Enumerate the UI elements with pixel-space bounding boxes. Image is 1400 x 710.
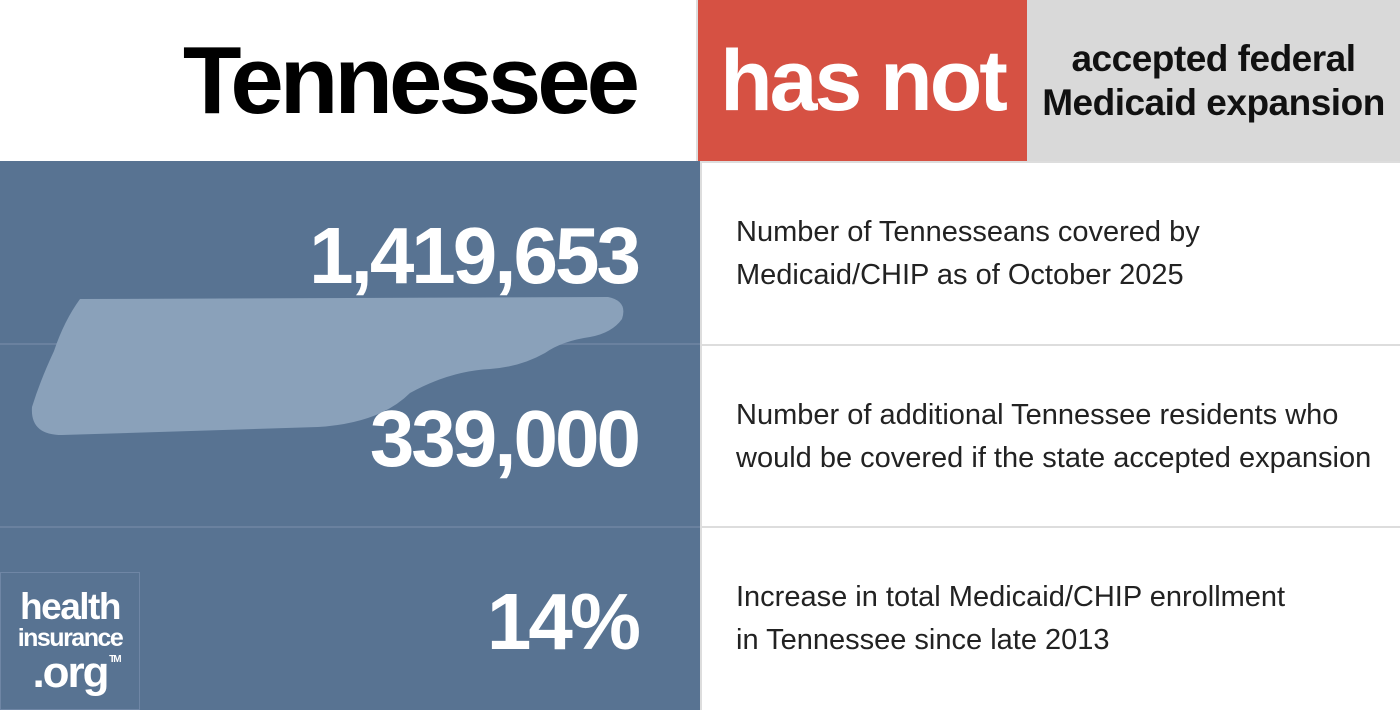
stat-description-line: would be covered if the state accepted e… — [736, 442, 1372, 474]
stat-description-line: Medicaid/CHIP as of October 2025 — [736, 259, 1184, 291]
stat-description-line: in Tennessee since late 2013 — [736, 624, 1110, 656]
stat-description-line: Number of additional Tennessee residents… — [736, 398, 1339, 431]
expansion-description-line: Medicaid expansion — [1042, 81, 1385, 123]
stat-value-enrollment-increase: 14% — [486, 577, 641, 666]
tennessee-outline — [31, 297, 624, 435]
stat-description-row: Number of Tennesseans covered by Medicai… — [700, 161, 1400, 345]
tennessee-state-shape — [31, 297, 624, 435]
expansion-status: has not — [720, 32, 1008, 129]
stat-description-line: Number of Tennesseans covered by — [736, 215, 1200, 248]
logo-trademark: TM — [109, 653, 122, 665]
expansion-description-line: accepted federal — [1071, 37, 1356, 79]
state-name: Tennessee — [182, 26, 640, 134]
expansion-status-cell: has not — [698, 0, 1027, 161]
stat-value-current-enrollment: 1,419,653 — [309, 211, 641, 300]
expansion-description-cell: accepted federal Medicaid expansion — [1027, 0, 1400, 161]
logo-text: insurance — [17, 623, 124, 652]
stat-description-line: Increase in total Medicaid/CHIP enrollme… — [736, 580, 1286, 613]
state-name-cell: Tennessee — [0, 0, 698, 161]
panel-divider — [0, 526, 700, 528]
stat-description-row: Increase in total Medicaid/CHIP enrollme… — [700, 526, 1400, 710]
logo-text: .org — [32, 647, 109, 697]
logo-text: health — [20, 585, 121, 627]
stat-description-row: Number of additional Tennessee residents… — [700, 344, 1400, 528]
logo-text: .org TM — [32, 647, 121, 697]
healthinsurance-org-logo: health insurance .org TM — [0, 572, 140, 710]
stat-value-additional-coverage: 339,000 — [369, 394, 641, 483]
